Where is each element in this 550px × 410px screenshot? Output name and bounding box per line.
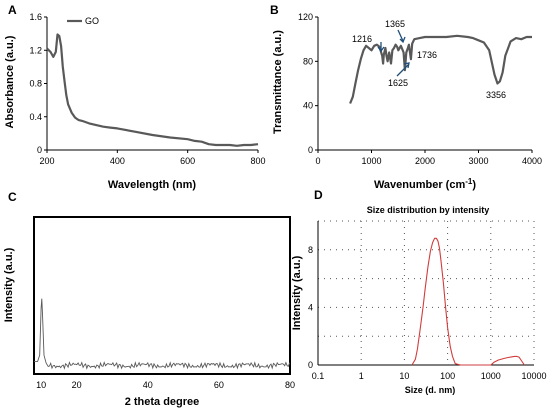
panel-label: B <box>270 3 279 17</box>
panel-c-xrd-chart: C 10 20 40 60 80 2 theta degree Intensity (a.u.… <box>3 190 295 408</box>
x-tick-label: 80 <box>285 380 295 390</box>
x-tick-label: 600 <box>180 156 195 166</box>
annotation-arrow <box>397 29 406 44</box>
y-axis-label: Absorbance (a.u.) <box>4 35 16 128</box>
panel-label: A <box>8 3 17 17</box>
peak-label: 3356 <box>486 90 506 100</box>
y-axis-label: Intensity (a.u.) <box>291 255 303 330</box>
x-axis-label: Wavelength (nm) <box>108 179 197 191</box>
x-tick-label: 0 <box>315 156 320 166</box>
peak-label: 1625 <box>388 78 408 88</box>
panel-label: D <box>314 188 323 202</box>
x-tick-label: 1 <box>359 371 364 381</box>
y-tick-label: 4 <box>308 302 313 312</box>
series-line-ftir <box>349 34 532 104</box>
annotation-arrow <box>396 62 410 77</box>
annotation-arrow <box>377 42 385 53</box>
x-axis-label: Wavenumber (cm-1) <box>374 177 476 191</box>
x-tick-label: 1000 <box>481 371 501 381</box>
y-tick-label: 80 <box>303 56 313 66</box>
y-tick-label: 1.2 <box>29 45 42 55</box>
panel-label: C <box>8 190 17 204</box>
x-tick-label: 20 <box>72 380 82 390</box>
x-tick-label: 100 <box>440 371 455 381</box>
x-tick-label: 2000 <box>415 156 435 166</box>
x-tick-label: 1000 <box>361 156 381 166</box>
peak-label: 1216 <box>352 34 372 44</box>
series-line-xrd <box>34 298 291 370</box>
x-tick-label: 200 <box>39 156 54 166</box>
y-tick-label: 1.6 <box>29 12 42 22</box>
x-tick-label: 10 <box>36 380 46 390</box>
legend-label: GO <box>85 16 99 26</box>
y-tick-label: 120 <box>298 12 313 22</box>
panel-a-uv-vis-chart: A 0 0.4 0.8 1.2 1.6 200 400 600 800 Wavelength (nm… <box>4 3 266 191</box>
y-axis-label: Transmittance (a.u.) <box>272 30 284 134</box>
x-tick-label: 10000 <box>521 371 546 381</box>
series-line-go <box>46 33 259 147</box>
y-tick-label: 8 <box>308 245 313 255</box>
x-axis-label: Size (d. nm) <box>405 385 456 395</box>
x-tick-label: 60 <box>214 380 224 390</box>
x-axis-label: 2 theta degree <box>125 396 200 408</box>
panel-d-size-distribution-chart: D Size distribution by intensity 0 4 8 0.1 1 10… <box>291 188 547 395</box>
panel-b-ftir-chart: B 0 40 80 120 0 1000 2000 3000 4000 Wavenumber (cm… <box>270 3 542 191</box>
y-tick-label: 0 <box>308 145 313 155</box>
y-tick-label: 0 <box>37 145 42 155</box>
y-axis-label: Intensity (a.u.) <box>3 247 15 322</box>
x-tick-label: 4000 <box>522 156 542 166</box>
series-line-size <box>411 237 525 366</box>
peak-label: 1365 <box>385 19 405 29</box>
y-tick-label: 0.4 <box>29 112 42 122</box>
y-tick-label: 40 <box>303 101 313 111</box>
x-tick-label: 10 <box>399 371 409 381</box>
y-tick-label: 0 <box>308 360 313 370</box>
x-tick-label: 3000 <box>468 156 488 166</box>
chart-title: Size distribution by intensity <box>367 205 490 215</box>
peak-label: 1736 <box>417 50 437 60</box>
y-tick-label: 0.8 <box>29 79 42 89</box>
x-tick-label: 400 <box>110 156 125 166</box>
x-tick-label: 800 <box>250 156 265 166</box>
plot-frame <box>33 216 291 375</box>
x-tick-label: 40 <box>143 380 153 390</box>
x-tick-label: 0.1 <box>312 371 325 381</box>
